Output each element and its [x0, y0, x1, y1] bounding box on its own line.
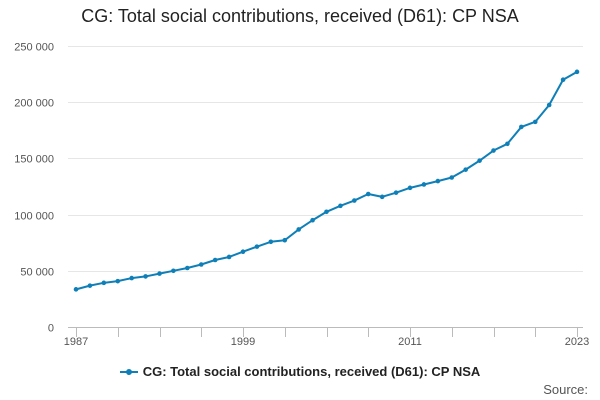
data-point[interactable]: [101, 280, 107, 286]
data-point[interactable]: [560, 77, 566, 83]
x-tick-label: 1999: [231, 336, 255, 348]
data-point[interactable]: [185, 265, 190, 271]
source-label: Source:: [543, 382, 588, 397]
y-tick-label: 0: [48, 323, 54, 335]
data-point[interactable]: [435, 178, 441, 184]
data-point[interactable]: [574, 69, 580, 75]
data-point[interactable]: [505, 141, 510, 147]
legend[interactable]: CG: Total social contributions, received…: [0, 364, 600, 379]
data-point[interactable]: [143, 274, 148, 279]
y-tick-label: 100 000: [14, 211, 54, 223]
data-point[interactable]: [379, 194, 385, 200]
y-axis-tick-labels: 0 50 000 100 000 150 000 200 000 250 000: [14, 42, 54, 335]
data-point[interactable]: [338, 203, 343, 209]
x-axis: [68, 327, 583, 337]
y-tick-label: 250 000: [14, 42, 54, 54]
data-point[interactable]: [296, 227, 301, 232]
series: [73, 69, 580, 292]
data-point[interactable]: [407, 185, 413, 191]
data-point[interactable]: [157, 271, 162, 276]
data-point[interactable]: [73, 287, 79, 292]
data-point[interactable]: [463, 167, 468, 172]
data-point[interactable]: [87, 283, 93, 288]
y-tick-label: 200 000: [14, 98, 54, 110]
data-point[interactable]: [310, 217, 315, 223]
data-point[interactable]: [421, 182, 427, 187]
data-point[interactable]: [198, 262, 204, 267]
data-point[interactable]: [393, 190, 399, 195]
data-point[interactable]: [449, 175, 455, 180]
data-point[interactable]: [324, 209, 329, 215]
data-point[interactable]: [268, 239, 274, 245]
data-point[interactable]: [129, 275, 134, 281]
data-point[interactable]: [546, 102, 552, 108]
data-point[interactable]: [115, 278, 121, 284]
data-point[interactable]: [365, 191, 371, 197]
data-point[interactable]: [519, 124, 524, 130]
x-tick-label: 1987: [64, 336, 88, 348]
y-tick-label: 50 000: [20, 267, 54, 279]
data-point[interactable]: [491, 148, 496, 153]
data-point[interactable]: [477, 158, 482, 163]
data-point[interactable]: [352, 198, 357, 203]
data-point[interactable]: [171, 268, 176, 274]
y-tick-label: 150 000: [14, 154, 54, 166]
x-axis-tick-labels: 1987 1999 2011 2023: [64, 336, 589, 348]
chart-title: CG: Total social contributions, received…: [81, 6, 519, 26]
x-tick-label: 2011: [398, 336, 422, 348]
data-point[interactable]: [532, 119, 538, 125]
data-point[interactable]: [240, 249, 246, 254]
legend-swatch: [119, 368, 138, 375]
legend-label: CG: Total social contributions, received…: [142, 364, 481, 379]
data-point[interactable]: [212, 257, 218, 263]
x-tick-label: 2023: [565, 336, 589, 348]
data-point[interactable]: [226, 254, 232, 260]
data-point[interactable]: [254, 244, 260, 249]
series-line: [75, 70, 578, 291]
data-point[interactable]: [282, 237, 288, 243]
gridlines: [68, 46, 583, 272]
